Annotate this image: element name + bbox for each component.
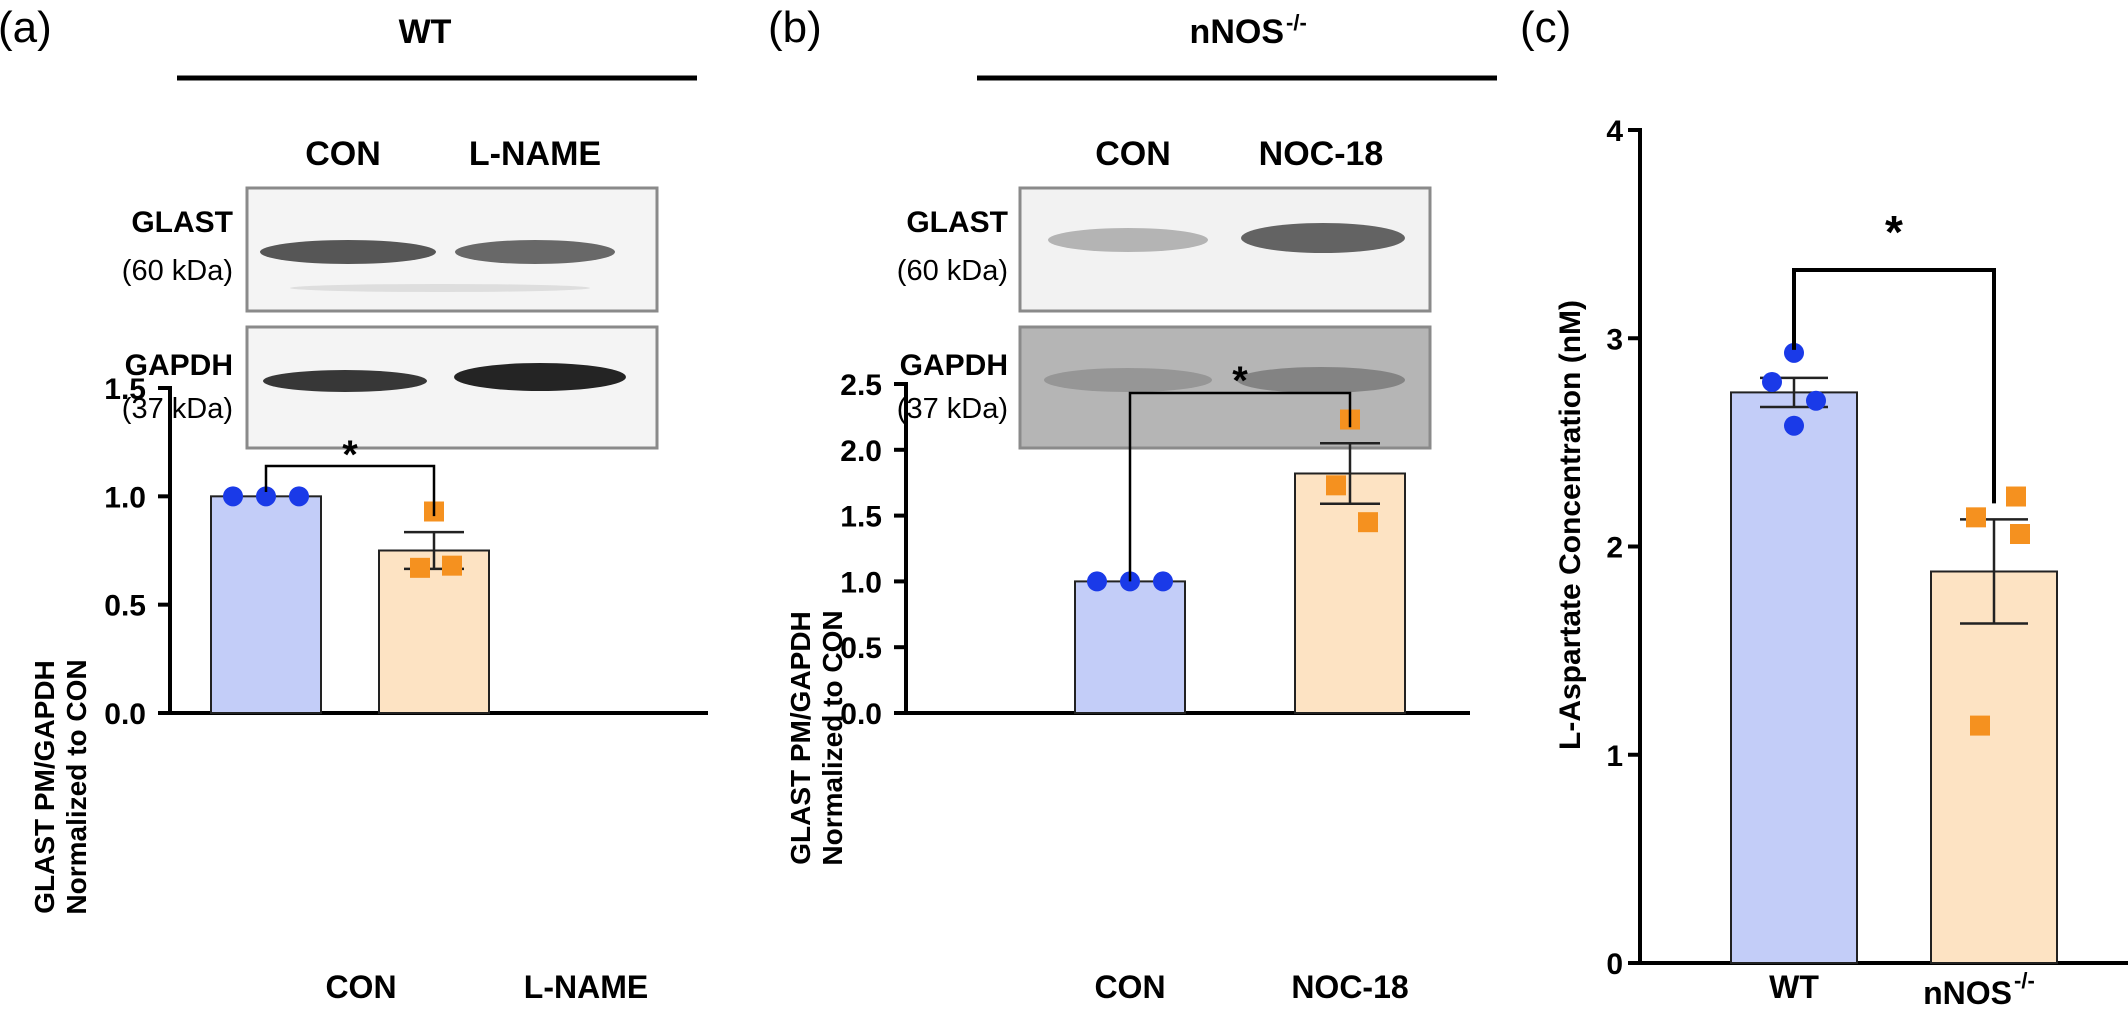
chart-c-ytick-4: 4 — [1606, 115, 1623, 148]
chart-c-bar-0 — [1730, 391, 1858, 964]
panel-a-glast-size: (60 kDa) — [122, 255, 233, 287]
panel-b-glast-blot — [1018, 186, 1432, 313]
chart-b-xlabel-noc18: NOC-18 — [1291, 969, 1408, 1005]
chart-b-ytick-0: 0.0 — [840, 698, 882, 731]
panel-a-lane-lname: L-NAME — [469, 135, 601, 173]
panel-a-lane-con: CON — [305, 135, 381, 173]
panel-a-glast-blot — [245, 186, 659, 313]
panel-a-glast-label: GLAST — [131, 206, 233, 239]
chart-a-point-0-1 — [256, 486, 276, 507]
chart-c-point-0-0 — [1784, 342, 1804, 363]
chart-c-point-1-0 — [2006, 486, 2026, 507]
panel-a-gapdh-blot — [245, 325, 659, 450]
chart-b-point-0-0 — [1087, 571, 1107, 592]
chart-a-ytick-2: 1.0 — [104, 481, 146, 514]
chart-a-point-1-1 — [410, 557, 430, 578]
panel-a-header: WT — [399, 13, 452, 51]
panel-a-gapdh-label: GAPDH — [125, 349, 233, 382]
chart-a-ytick-1: 0.5 — [104, 590, 146, 623]
chart-c-xlabel-nnos: nNOS — [1923, 975, 2012, 1011]
chart-c-point-1-3 — [1970, 715, 1990, 736]
chart-b-point-1-1 — [1326, 475, 1346, 496]
chart-a-significance: * — [342, 433, 358, 477]
chart-b-ylabel-line1: GLAST PM/GAPDH — [785, 611, 816, 865]
chart-a-point-0-0 — [223, 486, 243, 507]
panel-b-header: nNOS — [1190, 13, 1284, 51]
chart-c-point-1-2 — [2010, 524, 2030, 545]
chart-c-bar-1 — [1930, 570, 2058, 964]
panel-b-gapdh-blot — [1018, 325, 1432, 450]
chart-b-ytick-2: 1.0 — [840, 566, 882, 599]
panel-a: (a) WT CON L-NAME GLAST (60 kDa) GAPDH (… — [0, 3, 697, 450]
chart-a-ylabel-line1: GLAST PM/GAPDH — [29, 660, 60, 914]
chart-c: 0 1 2 3 4 WT nNOS -/- L-Aspartate Concen… — [1554, 115, 2128, 1011]
chart-b-significance-bracket — [1128, 391, 1352, 582]
chart-b-ytick-3: 1.5 — [840, 501, 882, 534]
panel-a-label: (a) — [0, 3, 52, 52]
panel-b-gapdh-size: (37 kDa) — [897, 393, 1008, 425]
chart-c-ytick-2: 2 — [1606, 532, 1623, 565]
chart-c-ytick-0: 0 — [1606, 948, 1623, 981]
panel-b-lane-noc18: NOC-18 — [1259, 135, 1384, 173]
chart-a-xlabel-lname: L-NAME — [524, 969, 648, 1005]
chart-a-point-0-2 — [289, 486, 309, 507]
chart-a-bar-0 — [210, 495, 322, 715]
chart-a-ytick-3: 1.5 — [104, 373, 146, 406]
chart-b-xlabel-con: CON — [1094, 969, 1165, 1005]
chart-b-bar-0 — [1074, 580, 1186, 715]
chart-b-bar-1 — [1294, 472, 1406, 714]
chart-c-ytick-3: 3 — [1606, 323, 1623, 356]
chart-a: 0.0 0.5 1.0 1.5 CON L-NAME GLAST PM/GAPD… — [29, 373, 708, 1005]
chart-c-xlabel-nnos-sup: -/- — [2014, 968, 2035, 993]
chart-c-point-0-1 — [1762, 371, 1782, 392]
chart-a-point-1-2 — [442, 555, 462, 576]
chart-b-ytick-4: 2.0 — [840, 435, 882, 468]
panel-b-glast-size: (60 kDa) — [897, 255, 1008, 287]
panel-b: (b) nNOS -/- CON NOC-18 GLAST (60 kDa) G… — [768, 3, 1497, 450]
panel-b-header-sup: -/- — [1286, 10, 1307, 35]
chart-b-point-0-2 — [1153, 571, 1173, 592]
chart-b-ytick-1: 0.5 — [840, 632, 882, 665]
chart-c-xlabel-wt: WT — [1769, 969, 1819, 1005]
panel-c: (c) — [1520, 3, 1571, 52]
chart-c-point-0-3 — [1784, 415, 1804, 436]
panel-a-gapdh-size: (37 kDa) — [122, 393, 233, 425]
panel-c-label: (c) — [1520, 3, 1571, 52]
chart-c-point-0-2 — [1806, 390, 1826, 411]
panel-b-gapdh-label: GAPDH — [900, 349, 1008, 382]
chart-c-point-1-1 — [1966, 507, 1986, 528]
chart-c-ylabel: L-Aspartate Concentration (nM) — [1554, 300, 1587, 750]
chart-a-significance-bracket — [264, 464, 436, 517]
chart-b-ylabel-line2: Normalized to CON — [817, 610, 848, 865]
chart-c-ytick-1: 1 — [1606, 740, 1623, 773]
chart-a-ytick-0: 0.0 — [104, 698, 146, 731]
panel-b-label: (b) — [768, 3, 822, 52]
chart-a-bar-1 — [378, 549, 490, 714]
panel-b-lane-con: CON — [1095, 135, 1171, 173]
chart-b: 0.0 0.5 1.0 1.5 2.0 2.5 CON NOC-18 GLAST… — [785, 359, 1470, 1005]
chart-a-ylabel-line2: Normalized to CON — [61, 659, 92, 914]
chart-c-significance: * — [1885, 206, 1903, 258]
chart-b-point-1-2 — [1358, 512, 1378, 533]
chart-a-xlabel-con: CON — [325, 969, 396, 1005]
chart-b-ytick-5: 2.5 — [840, 369, 882, 402]
panel-b-glast-label: GLAST — [906, 206, 1008, 239]
chart-b-significance: * — [1232, 359, 1248, 403]
chart-c-significance-bracket — [1792, 268, 1996, 504]
